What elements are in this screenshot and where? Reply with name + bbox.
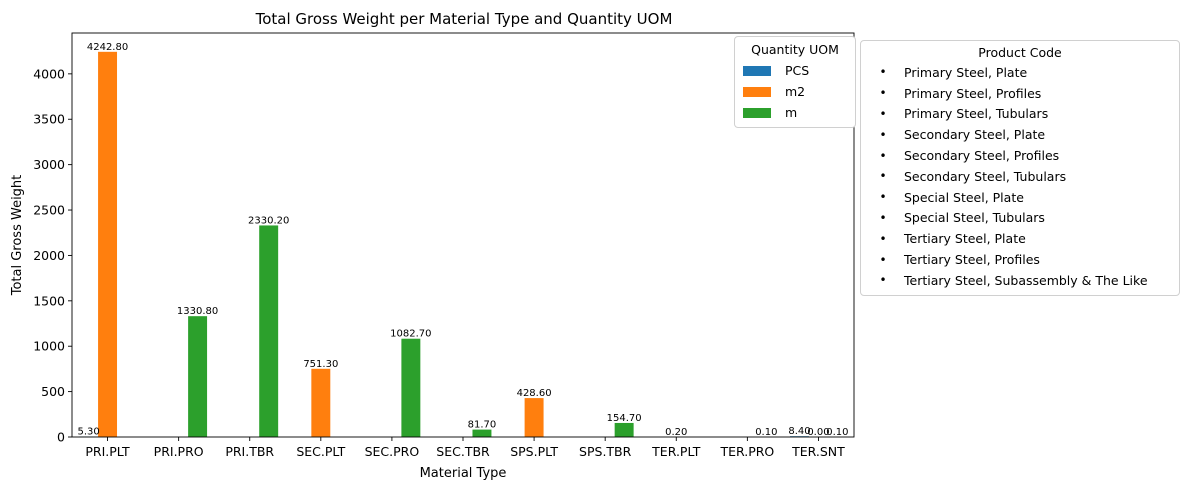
- product-code-label: Primary Steel, Profiles: [904, 85, 1042, 101]
- bullet-icon: •: [879, 65, 887, 80]
- data-label: 428.60: [517, 388, 552, 399]
- product-code-label: Secondary Steel, Tubulars: [904, 168, 1067, 184]
- product-code-label: Special Steel, Tubulars: [904, 210, 1045, 226]
- legend-entry-m: m: [735, 102, 855, 123]
- data-label: 8.40: [788, 426, 810, 437]
- data-label: 0.10: [826, 427, 848, 438]
- chart-title: Total Gross Weight per Material Type and…: [255, 10, 673, 28]
- data-label: 1082.70: [390, 329, 431, 340]
- data-label: 5.30: [77, 427, 99, 438]
- data-label: 1330.80: [177, 306, 218, 317]
- legend-swatch: [743, 107, 771, 118]
- x-tick-label: TER.PRO: [719, 444, 774, 459]
- x-tick-label: SPS.TBR: [579, 444, 632, 459]
- product-code-entry: • Tertiary Steel, Profiles: [861, 249, 1179, 270]
- bar-m-SPS.TBR: [614, 422, 634, 437]
- data-label: 0.20: [665, 427, 687, 438]
- legend-label: m2: [785, 84, 806, 99]
- bullet-icon: •: [879, 86, 887, 101]
- legend-label: PCS: [785, 63, 810, 78]
- product-code-entry: • Secondary Steel, Tubulars: [861, 166, 1179, 187]
- x-tick-label: PRI.PRO: [154, 444, 204, 459]
- x-tick-label: SEC.PLT: [296, 444, 345, 459]
- product-code-entry: • Special Steel, Plate: [861, 187, 1179, 208]
- y-tick-label: 3000: [33, 157, 65, 172]
- legend-title: Quantity UOM: [751, 42, 839, 57]
- product-code-label: Primary Steel, Plate: [904, 64, 1028, 80]
- product-code-label: Secondary Steel, Plate: [904, 127, 1046, 143]
- x-axis-label: Material Type: [420, 466, 507, 481]
- product-code-entry: • Tertiary Steel, Subassembly & The Like: [861, 270, 1179, 291]
- bar-m-PRI.PRO: [188, 316, 208, 437]
- bullet-icon: •: [879, 252, 887, 267]
- data-label: 81.70: [468, 420, 497, 431]
- product-code-entry: • Primary Steel, Profiles: [861, 83, 1179, 104]
- y-tick-label: 4000: [33, 66, 65, 81]
- bar-m2-PRI.PLT: [98, 51, 118, 437]
- bullet-icon: •: [879, 106, 887, 121]
- bullet-icon: •: [879, 169, 887, 184]
- y-tick-label: 2500: [33, 203, 65, 218]
- data-label: 4242.80: [87, 42, 128, 53]
- legend-entry-PCS: PCS: [735, 60, 855, 81]
- product-code-entry: • Secondary Steel, Plate: [861, 124, 1179, 145]
- bullet-icon: •: [879, 127, 887, 142]
- bar-m-SEC.PRO: [401, 338, 421, 437]
- bullet-icon: •: [879, 273, 887, 288]
- product-code-label: Tertiary Steel, Profiles: [904, 252, 1040, 268]
- data-label: 2330.20: [248, 215, 289, 226]
- product-code-entry: • Primary Steel, Tubulars: [861, 104, 1179, 125]
- y-tick-label: 0: [57, 430, 65, 445]
- x-tick-label: SEC.PRO: [365, 444, 420, 459]
- legend-entry-m2: m2: [735, 81, 855, 102]
- x-tick-label: SPS.PLT: [510, 444, 558, 459]
- bar-m-PRI.TBR: [259, 225, 279, 437]
- bar-m2-SEC.PLT: [311, 368, 331, 437]
- quantity-uom-legend: Quantity UOM PCS m2 m: [734, 36, 856, 128]
- product-code-legend: Product Code • Primary Steel, Plate • Prima…: [860, 40, 1180, 296]
- data-label: 154.70: [607, 413, 642, 424]
- product-code-label: Special Steel, Plate: [904, 189, 1024, 205]
- product-code-label: Tertiary Steel, Plate: [904, 231, 1026, 247]
- legend-label: m: [785, 105, 798, 120]
- bullet-icon: •: [879, 210, 887, 225]
- x-tick-label: PRI.PLT: [85, 444, 130, 459]
- product-code-label: Secondary Steel, Profiles: [904, 148, 1060, 164]
- y-tick-label: 1500: [33, 293, 65, 308]
- y-axis-label: Total Gross Weight: [10, 175, 25, 297]
- data-label: 0.00: [807, 427, 829, 438]
- product-code-label: Tertiary Steel, Subassembly & The Like: [904, 272, 1148, 288]
- y-tick-label: 1000: [33, 339, 65, 354]
- y-tick-label: 3500: [33, 112, 65, 127]
- product-code-entry: • Tertiary Steel, Plate: [861, 228, 1179, 249]
- y-tick-label: 500: [41, 384, 65, 399]
- product-code-entry: • Secondary Steel, Profiles: [861, 145, 1179, 166]
- legend-swatch: [743, 65, 771, 76]
- bullet-icon: •: [879, 190, 887, 205]
- data-label: 751.30: [303, 359, 338, 370]
- bullet-icon: •: [879, 148, 887, 163]
- bullet-icon: •: [879, 231, 887, 246]
- product-code-entry: • Special Steel, Tubulars: [861, 208, 1179, 229]
- x-tick-label: SEC.TBR: [436, 444, 490, 459]
- x-tick-label: TER.SNT: [791, 444, 845, 459]
- bar-m-SEC.TBR: [472, 429, 492, 437]
- product-code-entry: • Primary Steel, Plate: [861, 62, 1179, 83]
- x-tick-label: PRI.TBR: [225, 444, 274, 459]
- data-label: 0.10: [755, 427, 777, 438]
- bar-m2-SPS.PLT: [524, 398, 544, 437]
- legend-swatch: [743, 86, 771, 97]
- product-code-label: Primary Steel, Tubulars: [904, 106, 1049, 122]
- y-tick-label: 2000: [33, 248, 65, 263]
- product-code-legend-title: Product Code: [978, 45, 1062, 60]
- x-tick-label: TER.PLT: [651, 444, 701, 459]
